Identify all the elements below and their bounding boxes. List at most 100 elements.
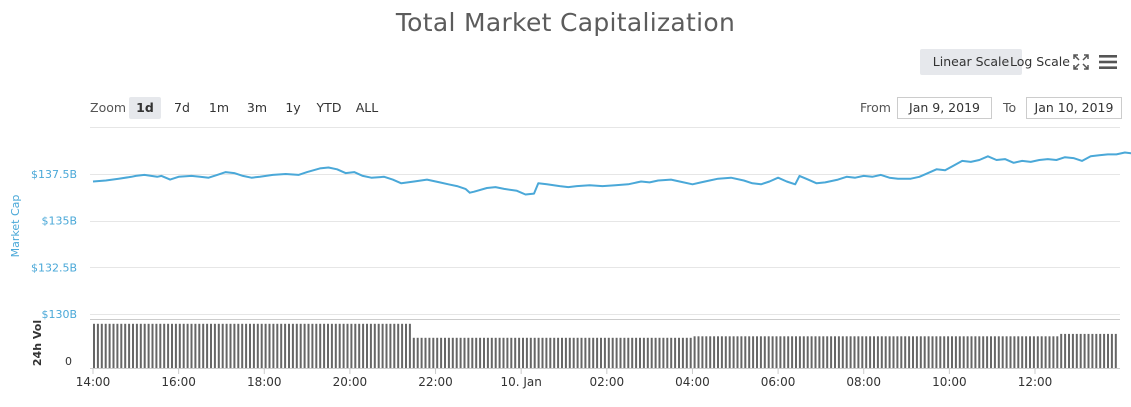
- volume-bar: [315, 323, 318, 368]
- volume-bar: [1017, 336, 1020, 368]
- volume-bar: [549, 337, 552, 368]
- y-tick-label: $130B: [41, 308, 77, 321]
- volume-bar: [245, 323, 248, 368]
- volume-bar: [818, 336, 821, 368]
- volume-bar: [124, 323, 127, 368]
- volume-bar: [888, 336, 891, 368]
- volume-bar: [100, 323, 103, 368]
- volume-bar: [834, 336, 836, 368]
- volume-bar: [650, 337, 653, 368]
- linear-scale-button[interactable]: Linear Scale: [920, 49, 1022, 75]
- volume-bar: [1029, 336, 1031, 368]
- volume-bar: [561, 337, 563, 368]
- volume-bar: [471, 337, 474, 368]
- volume-bar: [299, 323, 302, 368]
- volume-bar: [303, 323, 306, 368]
- volume-bar: [249, 323, 251, 368]
- fullscreen-icon[interactable]: [1073, 54, 1089, 70]
- volume-bar: [132, 323, 134, 368]
- volume-bar: [1095, 333, 1098, 368]
- x-tick-label: 10. Jan: [500, 375, 541, 389]
- volume-bar: [1099, 333, 1102, 368]
- hamburger-menu-icon[interactable]: [1099, 54, 1117, 70]
- volume-bar: [740, 336, 743, 368]
- log-scale-button[interactable]: Log Scale: [1010, 54, 1070, 69]
- volume-bar: [120, 323, 123, 368]
- volume-bar: [603, 337, 606, 368]
- volume-bar: [284, 323, 287, 368]
- volume-bar: [756, 336, 758, 368]
- volume-bar: [908, 336, 911, 368]
- to-label: To: [1003, 100, 1017, 115]
- volume-bar: [537, 337, 540, 368]
- volume-bar: [237, 323, 240, 368]
- volume-bar: [724, 336, 727, 368]
- volume-bar: [221, 323, 224, 368]
- volume-bar: [693, 336, 696, 368]
- x-tick-label: 16:00: [161, 375, 196, 389]
- volume-bar: [159, 323, 162, 368]
- volume-bar: [1079, 333, 1082, 368]
- volume-bar: [993, 336, 996, 368]
- zoom-all-button[interactable]: ALL: [355, 100, 379, 115]
- volume-bar: [997, 336, 1000, 368]
- volume-bar: [475, 337, 478, 368]
- volume-bar: [525, 337, 528, 368]
- volume-bar: [241, 323, 244, 368]
- volume-bar: [662, 337, 665, 368]
- volume-bar: [642, 337, 645, 368]
- volume-bar: [771, 336, 774, 368]
- volume-bar: [377, 323, 380, 368]
- zoom-ytd-button[interactable]: YTD: [316, 100, 342, 115]
- zoom-1m-button[interactable]: 1m: [208, 100, 230, 115]
- volume-bar: [178, 323, 181, 368]
- volume-bar: [752, 336, 755, 368]
- volume-bar: [869, 336, 872, 368]
- volume-bar: [96, 323, 99, 368]
- volume-bar: [514, 337, 517, 368]
- to-date-input[interactable]: [1026, 97, 1122, 119]
- volume-bar: [713, 336, 716, 368]
- from-date-input[interactable]: [897, 97, 992, 119]
- volume-bar: [541, 337, 544, 368]
- volume-bar: [436, 337, 439, 368]
- zoom-3m-button[interactable]: 3m: [246, 100, 268, 115]
- volume-bar: [705, 336, 708, 368]
- volume-bar: [779, 336, 782, 368]
- volume-bar: [319, 323, 322, 368]
- volume-bar: [806, 336, 809, 368]
- volume-bar: [295, 323, 298, 368]
- x-tick-label: 14:00: [76, 375, 111, 389]
- volume-bar: [1083, 333, 1086, 368]
- volume-bar: [841, 336, 844, 368]
- volume-bar: [479, 337, 482, 368]
- zoom-1y-button[interactable]: 1y: [285, 100, 301, 115]
- volume-bar: [522, 337, 524, 368]
- volume-bar: [623, 337, 626, 368]
- volume-bar: [720, 336, 723, 368]
- x-tick-label: 20:00: [333, 375, 368, 389]
- volume-bar: [1044, 336, 1047, 368]
- volume-bar: [428, 337, 431, 368]
- volume-bar: [128, 323, 131, 368]
- zoom-7d-button[interactable]: 7d: [174, 100, 190, 115]
- y-tick-label: $135B: [41, 215, 77, 228]
- zoom-1d-button[interactable]: 1d: [129, 97, 161, 119]
- volume-bars: [93, 323, 1117, 368]
- y-tick-label: $137.5B: [31, 168, 77, 181]
- volume-bar: [935, 336, 938, 368]
- volume-bar: [697, 336, 700, 368]
- volume-bar: [787, 336, 790, 368]
- volume-bar: [190, 323, 193, 368]
- volume-bar: [1075, 333, 1078, 368]
- volume-bar: [1060, 333, 1063, 368]
- volume-bar: [167, 323, 170, 368]
- volume-bar: [939, 336, 942, 368]
- volume-bar: [947, 336, 950, 368]
- volume-bar: [494, 337, 497, 368]
- volume-bar: [709, 336, 712, 368]
- volume-bar: [397, 323, 400, 368]
- x-tick-label: 22:00: [418, 375, 453, 389]
- volume-bar: [373, 323, 376, 368]
- volume-bar: [970, 336, 973, 368]
